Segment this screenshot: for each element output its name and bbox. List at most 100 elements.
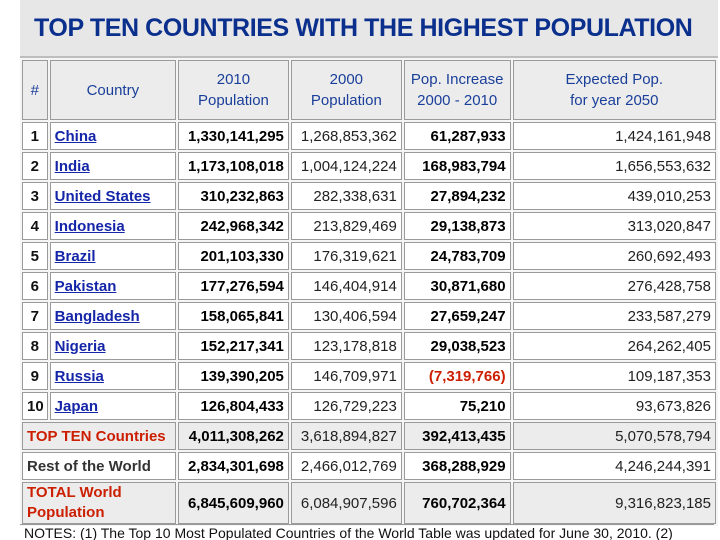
country-cell: Pakistan — [49, 272, 176, 300]
header-increase-line1: Pop. Increase — [410, 71, 504, 88]
summary-pop2010: 2,834,301,698 — [177, 452, 289, 480]
pop2010-cell: 1,330,141,295 — [177, 122, 289, 150]
table-row: 1 China 1,330,141,295 1,268,853,362 61,287,9… — [22, 122, 716, 150]
rank-cell: 5 — [22, 242, 48, 270]
summary-pop2010: 4,011,308,262 — [177, 422, 289, 450]
rank-cell: 4 — [22, 212, 48, 240]
summary-expected: 4,246,244,391 — [512, 452, 716, 480]
table-row: 2 India 1,173,108,018 1,004,124,224 168,983,… — [22, 152, 716, 180]
expected-cell: 93,673,826 — [512, 392, 716, 420]
pop2000-cell: 146,404,914 — [290, 272, 402, 300]
country-cell: Bangladesh — [49, 302, 176, 330]
country-link[interactable]: Pakistan — [54, 277, 117, 295]
country-link[interactable]: Nigeria — [54, 337, 106, 355]
pop2000-cell: 130,406,594 — [290, 302, 402, 330]
expected-cell: 264,262,405 — [512, 332, 716, 360]
header-expected: Expected Pop. for year 2050 — [512, 60, 716, 120]
rank-cell: 1 — [22, 122, 48, 150]
pop2000-cell: 1,268,853,362 — [290, 122, 402, 150]
country-link[interactable]: India — [54, 157, 90, 175]
pop2000-cell: 123,178,818 — [290, 332, 402, 360]
pop2010-cell: 242,968,342 — [177, 212, 289, 240]
expected-cell: 1,424,161,948 — [512, 122, 716, 150]
rank-cell: 10 — [22, 392, 48, 420]
pop2010-cell: 1,173,108,018 — [177, 152, 289, 180]
header-expected-line2: for year 2050 — [570, 92, 659, 109]
country-cell: Japan — [49, 392, 176, 420]
country-link[interactable]: China — [54, 127, 97, 145]
table-row: 6 Pakistan 177,276,594 146,404,914 30,871,68… — [22, 272, 716, 300]
expected-cell: 260,692,493 — [512, 242, 716, 270]
rank-cell: 9 — [22, 362, 48, 390]
country-link[interactable]: Bangladesh — [54, 307, 140, 325]
summary-label: Rest of the World — [22, 452, 176, 480]
rank-cell: 2 — [22, 152, 48, 180]
page-title: TOP TEN COUNTRIES WITH THE HIGHEST POPUL… — [34, 14, 693, 42]
country-cell: Brazil — [49, 242, 176, 270]
header-increase: Pop. Increase 2000 - 2010 — [403, 60, 511, 120]
table-row: 9 Russia 139,390,205 146,709,971 (7,319,766)… — [22, 362, 716, 390]
pop2000-cell: 282,338,631 — [290, 182, 402, 210]
notes-text: NOTES: (1) The Top 10 Most Populated Cou… — [20, 524, 714, 540]
pop2000-cell: 146,709,971 — [290, 362, 402, 390]
country-cell: Indonesia — [49, 212, 176, 240]
expected-cell: 439,010,253 — [512, 182, 716, 210]
table-row: 4 Indonesia 242,968,342 213,829,469 29,138,8… — [22, 212, 716, 240]
pop2010-cell: 177,276,594 — [177, 272, 289, 300]
increase-cell: 27,894,232 — [403, 182, 511, 210]
increase-cell: 168,983,794 — [403, 152, 511, 180]
country-cell: China — [49, 122, 176, 150]
summary-pop2010: 6,845,609,960 — [177, 482, 289, 524]
summary-pop2000: 6,084,907,596 — [290, 482, 402, 524]
header-pop2010-line1: 2010 — [216, 71, 251, 88]
expected-cell: 276,428,758 — [512, 272, 716, 300]
summary-label-line1: TOTAL World — [27, 484, 122, 501]
header-increase-line2: 2000 - 2010 — [417, 92, 498, 109]
rank-cell: 8 — [22, 332, 48, 360]
increase-cell: 75,210 — [403, 392, 511, 420]
summary-expected: 9,316,823,185 — [512, 482, 716, 524]
pop2010-cell: 152,217,341 — [177, 332, 289, 360]
header-rank: # — [22, 60, 48, 120]
title-bar: TOP TEN COUNTRIES WITH THE HIGHEST POPUL… — [20, 0, 718, 58]
summary-row-total-world: TOTAL World Population 6,845,609,960 6,0… — [22, 482, 716, 524]
header-pop2000-line2: Population — [310, 92, 382, 109]
header-pop2000: 2000 Population — [290, 60, 402, 120]
pop2010-cell: 126,804,433 — [177, 392, 289, 420]
rank-cell: 7 — [22, 302, 48, 330]
header-pop2000-line1: 2000 — [329, 71, 364, 88]
increase-cell: 61,287,933 — [403, 122, 511, 150]
increase-cell: 29,038,523 — [403, 332, 511, 360]
increase-cell: (7,319,766) — [403, 362, 511, 390]
rank-cell: 6 — [22, 272, 48, 300]
increase-cell: 27,659,247 — [403, 302, 511, 330]
table-row: 3 United States 310,232,863 282,338,631 27,8… — [22, 182, 716, 210]
summary-pop2000: 2,466,012,769 — [290, 452, 402, 480]
increase-cell: 29,138,873 — [403, 212, 511, 240]
header-row: # Country 2010 Population 2000 Populatio… — [22, 60, 716, 120]
pop2000-cell: 1,004,124,224 — [290, 152, 402, 180]
summary-label: TOTAL World Population — [22, 482, 176, 524]
table-row: 10 Japan 126,804,433 126,729,223 75,210 93,67… — [22, 392, 716, 420]
pop2000-cell: 126,729,223 — [290, 392, 402, 420]
country-cell: Russia — [49, 362, 176, 390]
header-pop2010: 2010 Population — [177, 60, 289, 120]
summary-expected: 5,070,578,794 — [512, 422, 716, 450]
increase-cell: 24,783,709 — [403, 242, 511, 270]
country-link[interactable]: United States — [54, 187, 151, 205]
table-row: 7 Bangladesh 158,065,841 130,406,594 27,659,… — [22, 302, 716, 330]
country-link[interactable]: Russia — [54, 367, 104, 385]
expected-cell: 109,187,353 — [512, 362, 716, 390]
country-link[interactable]: Japan — [54, 397, 99, 415]
country-link[interactable]: Indonesia — [54, 217, 125, 235]
pop2010-cell: 139,390,205 — [177, 362, 289, 390]
summary-row-rest-of-world: Rest of the World 2,834,301,698 2,466,01… — [22, 452, 716, 480]
population-table: # Country 2010 Population 2000 Populatio… — [20, 58, 718, 526]
header-country: Country — [49, 60, 176, 120]
country-cell: United States — [49, 182, 176, 210]
summary-increase: 368,288,929 — [403, 452, 511, 480]
table-row: 8 Nigeria 152,217,341 123,178,818 29,038,523… — [22, 332, 716, 360]
summary-pop2000: 3,618,894,827 — [290, 422, 402, 450]
country-link[interactable]: Brazil — [54, 247, 96, 265]
summary-label: TOP TEN Countries — [22, 422, 176, 450]
